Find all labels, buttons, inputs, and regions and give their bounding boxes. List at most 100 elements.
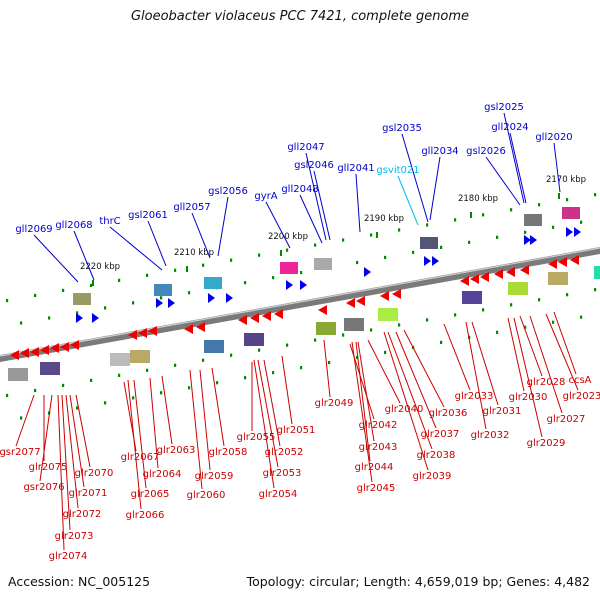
- reverse-gene-label: glr2053: [263, 468, 302, 479]
- reverse-feature-block: [548, 272, 568, 285]
- rna-leader-line: [397, 175, 419, 226]
- reverse-gene-label: glr2030: [509, 392, 548, 403]
- forward-leader-line: [33, 234, 79, 283]
- forward-gene-arrow: [168, 298, 175, 308]
- reverse-gene-arrow: [184, 324, 193, 334]
- reverse-gene-label: glr2029: [527, 438, 566, 449]
- reverse-leader-line: [403, 329, 445, 408]
- forward-gene-arrow: [432, 256, 439, 266]
- reverse-gene-label: glr2033: [455, 391, 494, 402]
- forward-gene-label: gsl2046: [294, 160, 334, 171]
- forward-feature-block: [154, 284, 172, 296]
- reverse-gene-label: glr2067: [121, 452, 160, 463]
- track-tick: [412, 250, 415, 255]
- track-tick: [300, 366, 303, 370]
- reverse-leader-line: [357, 341, 375, 442]
- track-tick: [244, 281, 247, 285]
- reverse-leader-line: [161, 375, 173, 445]
- forward-gene-label: gll2034: [421, 146, 458, 157]
- track-tick: [174, 268, 177, 272]
- reverse-gene-label: glr2040: [385, 404, 424, 415]
- forward-leader-line: [503, 112, 525, 204]
- track-tick: [6, 298, 9, 303]
- track-tick: [538, 298, 541, 302]
- kbp-tick: [470, 212, 472, 218]
- forward-gene-arrow: [92, 313, 99, 323]
- reverse-feature-block: [8, 368, 28, 381]
- reverse-gene-label: glr2028: [527, 377, 566, 388]
- reverse-gene-label: glr2044: [355, 462, 394, 473]
- track-tick: [272, 371, 275, 375]
- track-tick: [398, 228, 401, 232]
- reverse-gene-arrow: [460, 276, 469, 286]
- track-tick: [538, 203, 541, 207]
- track-tick: [62, 288, 65, 293]
- track-tick: [524, 230, 527, 234]
- forward-leader-line: [299, 194, 323, 244]
- reverse-leader-line: [387, 331, 433, 450]
- track-tick: [188, 291, 191, 295]
- reverse-gene-label: glr2074: [49, 551, 88, 562]
- forward-leader-line: [401, 133, 429, 223]
- forward-leader-line: [553, 142, 561, 193]
- reverse-gene-label: glr2054: [259, 489, 298, 500]
- genome-backbone: [0, 247, 600, 362]
- track-tick: [76, 311, 79, 315]
- forward-gene-label: gll2047: [287, 142, 324, 153]
- track-tick: [90, 378, 93, 382]
- reverse-gene-arrow: [60, 342, 69, 352]
- kbp-tick: [280, 250, 282, 256]
- track-tick: [160, 391, 163, 395]
- track-tick: [580, 220, 583, 224]
- track-tick: [482, 213, 485, 217]
- track-tick: [272, 276, 275, 280]
- track-tick: [510, 208, 513, 212]
- track-tick: [90, 283, 93, 287]
- forward-feature-block: [280, 262, 298, 274]
- reverse-gene-label: gsr2077: [0, 447, 41, 458]
- forward-gene-arrow: [226, 293, 233, 303]
- track-tick: [384, 255, 387, 260]
- forward-gene-label: gsl2026: [466, 146, 506, 157]
- reverse-gene-arrow: [128, 330, 137, 340]
- reverse-gene-label: glr2055: [237, 432, 276, 443]
- track-tick: [314, 338, 317, 342]
- reverse-gene-label: glr2059: [195, 471, 234, 482]
- reverse-gene-arrow: [138, 328, 147, 338]
- reverse-leader-line: [69, 394, 85, 488]
- track-tick: [370, 328, 373, 332]
- reverse-gene-arrow: [20, 348, 29, 358]
- reverse-gene-arrow: [494, 269, 503, 279]
- reverse-gene-label: glr2031: [483, 406, 522, 417]
- reverse-leader-line: [257, 359, 279, 468]
- track-tick: [510, 303, 513, 307]
- forward-gene-arrow: [574, 227, 581, 237]
- track-tick: [34, 388, 37, 393]
- reverse-feature-block: [110, 353, 130, 366]
- reverse-gene-arrow: [470, 274, 479, 284]
- track-tick: [202, 358, 205, 362]
- track-tick: [342, 238, 345, 242]
- track-tick: [202, 263, 205, 267]
- reverse-gene-label: glr2065: [131, 489, 170, 500]
- track-tick: [300, 271, 303, 275]
- track-tick: [566, 293, 569, 297]
- rna-gene-label: gsvit021: [376, 165, 419, 176]
- track-tick: [524, 325, 527, 329]
- reverse-gene-label: ccsA: [568, 375, 591, 386]
- track-tick: [342, 333, 345, 337]
- reverse-gene-arrow: [380, 291, 389, 301]
- forward-gene-label: gll2048: [281, 184, 318, 195]
- track-tick: [6, 393, 9, 398]
- kbp-label: 2200 kbp: [268, 232, 308, 242]
- forward-feature-block: [420, 237, 438, 249]
- forward-gene-label: thrC: [99, 216, 120, 227]
- forward-feature-block: [314, 258, 332, 270]
- forward-gene-label: gsl2025: [484, 102, 524, 113]
- forward-gene-label: gll2020: [535, 132, 572, 143]
- track-tick: [398, 323, 401, 327]
- reverse-gene-arrow: [506, 267, 515, 277]
- track-tick: [258, 348, 261, 352]
- track-tick: [328, 360, 331, 365]
